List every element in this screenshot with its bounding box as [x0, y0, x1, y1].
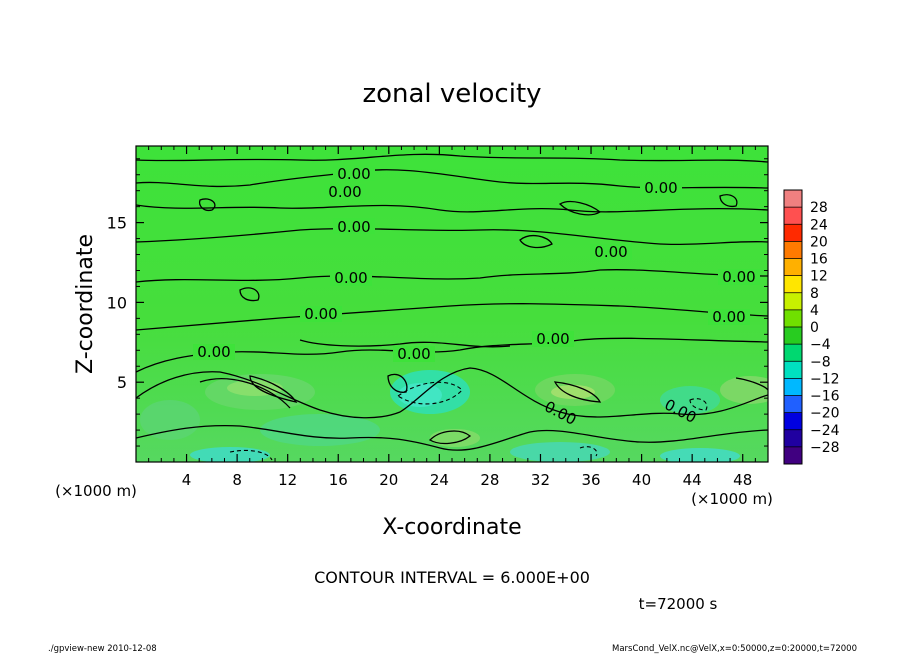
footer-left: ./gpview-new 2010-12-08: [48, 644, 157, 654]
x-tick-label: 48: [733, 471, 752, 489]
colorbar-label: −16: [810, 389, 840, 405]
colorbar-label: −4: [810, 337, 831, 353]
contour-label: 0.00: [337, 218, 370, 236]
x-unit-left: (×1000 m): [55, 482, 137, 500]
contour-label: 0.00: [644, 179, 677, 197]
time-text: t=72000 s: [639, 595, 718, 613]
colorbar-label: 28: [810, 200, 828, 216]
colorbar-label: 16: [810, 252, 828, 268]
x-axis-label: X-coordinate: [382, 515, 521, 540]
chart-title: zonal velocity: [362, 79, 541, 109]
colorbar-label: −24: [810, 423, 840, 439]
colorbar-swatch: [784, 190, 802, 208]
contour-label: 0.00: [337, 165, 370, 183]
contour-label: 0.00: [536, 330, 569, 348]
x-tick-label: 4: [182, 471, 192, 489]
colorbar-swatch: [784, 275, 802, 294]
y-tick-label: 15: [107, 214, 127, 233]
contour-label: 0.00: [712, 308, 745, 326]
x-tick-label: 24: [430, 471, 449, 489]
x-tick-label: 40: [632, 471, 651, 489]
colorbar-label: 0: [810, 320, 819, 336]
contour-label: 0.00: [397, 345, 430, 363]
y-tick-label: 10: [107, 293, 127, 312]
y-axis-label: Z-coordinate: [73, 234, 98, 374]
colorbar-label: −20: [810, 406, 840, 422]
colorbar-swatch: [784, 378, 802, 396]
colorbar-swatch: [784, 224, 802, 242]
x-tick-label: 32: [531, 471, 550, 489]
colorbar-swatch: [784, 344, 802, 362]
contour-label: 0.00: [328, 183, 361, 201]
plot-area: 0.00 0.00 0.00 0.00 0.00 0.00 0.00 0.00 …: [136, 146, 768, 462]
colorbar-swatch: [784, 446, 802, 465]
colorbar-swatch: [784, 395, 802, 414]
colorbar-label: −8: [810, 354, 831, 370]
y-tick-label: 5: [117, 373, 127, 392]
x-tick-label: 28: [480, 471, 499, 489]
colorbar-label: 8: [810, 286, 819, 302]
colorbar-swatch: [784, 412, 802, 431]
contour-label: 0.00: [197, 343, 230, 361]
contour-label: 0.00: [304, 305, 337, 323]
colorbar-label: 4: [810, 303, 819, 319]
x-tick-label: 12: [278, 471, 297, 489]
contour-interval-text: CONTOUR INTERVAL = 6.000E+00: [314, 568, 590, 587]
colorbar-swatch: [784, 327, 802, 345]
colorbar-label: −28: [810, 440, 840, 456]
x-tick-label: 44: [683, 471, 702, 489]
x-axis: 4 8 12 16 20 24 28 32 36 40 44 48: [148, 146, 756, 489]
colorbar-swatch: [784, 258, 802, 277]
contour-label: 0.00: [722, 268, 755, 286]
colorbar-swatch: [784, 207, 802, 225]
negative-contours: [229, 381, 708, 461]
colorbar-swatch: [784, 241, 802, 259]
footer-right: MarsCond_VelX.nc@VelX,x=0:50000,z=0:2000…: [612, 644, 857, 654]
colorbar-swatch: [784, 361, 802, 379]
colorbar-label: 12: [810, 269, 828, 285]
colorbar-label: −12: [810, 371, 840, 387]
contour-label: 0.00: [594, 243, 627, 261]
contour-label: 0.00: [334, 269, 367, 287]
colorbar-swatch: [784, 309, 802, 328]
colorbar-swatch: [784, 292, 802, 311]
colorbar-label: 24: [810, 217, 828, 233]
colorbar-swatch: [784, 429, 802, 448]
x-tick-label: 8: [232, 471, 242, 489]
colorbar-label: 20: [810, 234, 828, 250]
x-tick-label: 16: [329, 471, 348, 489]
x-tick-label: 36: [581, 471, 600, 489]
y-axis: 5 10 15: [107, 158, 768, 447]
x-unit-right: (×1000 m): [691, 490, 773, 508]
x-tick-label: 20: [379, 471, 398, 489]
